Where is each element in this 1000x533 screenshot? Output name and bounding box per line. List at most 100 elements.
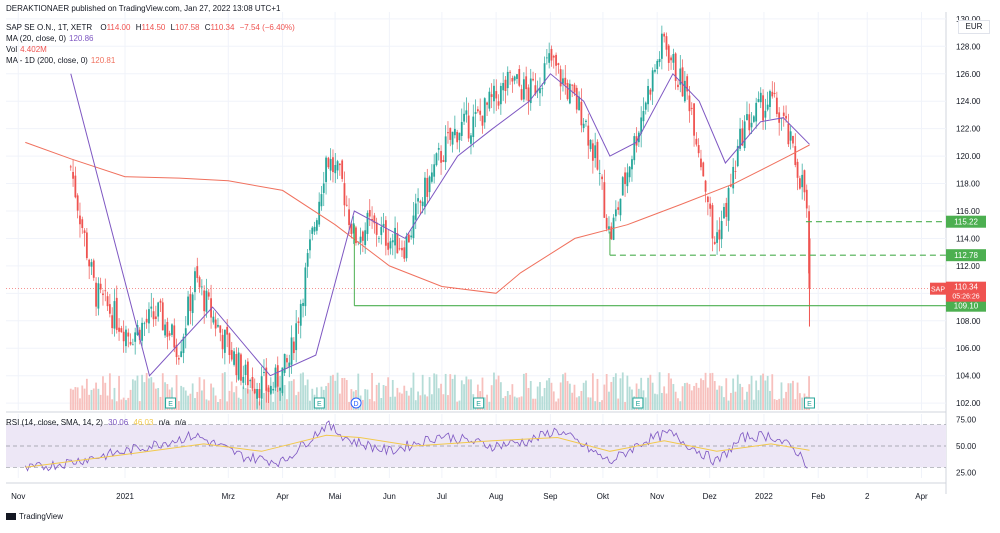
low-value: 107.58 <box>175 23 200 32</box>
volume-legend[interactable]: Vol 4.402M <box>6 44 47 55</box>
candle-body <box>292 341 295 354</box>
volume-bar <box>739 383 741 410</box>
candle-body <box>796 161 799 178</box>
volume-bar <box>205 399 208 410</box>
ma200-legend[interactable]: MA - 1D (200, close, 0) 120.81 <box>6 55 115 66</box>
volume-bar <box>612 376 615 410</box>
footer-text: TradingView <box>19 512 64 521</box>
support-level-label: 115.22 <box>954 218 978 227</box>
event-marker-label: E <box>636 401 641 408</box>
volume-bar <box>373 401 376 410</box>
volume-bar <box>187 395 189 410</box>
last-price-label: 110.34 <box>954 283 978 292</box>
volume-bar <box>219 399 222 410</box>
candle-body <box>658 58 661 63</box>
candle-body <box>463 113 465 122</box>
candle-body <box>88 259 91 267</box>
volume-bar <box>403 385 406 410</box>
candle-body <box>304 267 307 307</box>
volume-bar <box>97 388 100 410</box>
candle-body <box>474 111 477 114</box>
tradingview-logo-icon <box>6 513 16 521</box>
candle-body <box>773 92 776 95</box>
volume-bar <box>467 379 470 410</box>
candle-body <box>205 290 208 312</box>
volume-bar <box>518 397 521 410</box>
time-tick-label: Dez <box>703 492 717 501</box>
volume-bar <box>182 387 185 410</box>
volume-bar <box>366 389 369 410</box>
volume-bar <box>223 372 226 410</box>
volume-bar <box>626 375 629 410</box>
price-tick-label: 104.00 <box>956 372 981 381</box>
volume-bar <box>325 386 327 410</box>
candle-body <box>667 45 670 63</box>
volume-bar <box>568 383 571 410</box>
candle-body <box>171 324 173 335</box>
price-tick-label: 102.00 <box>956 399 981 408</box>
candle-body <box>601 176 603 180</box>
volume-bar <box>198 377 201 410</box>
volume-bar <box>775 399 778 410</box>
time-tick-label: Nov <box>650 492 664 501</box>
candle-body <box>755 102 758 122</box>
candle-body <box>198 277 201 288</box>
volume-bar <box>619 378 622 410</box>
candle-body <box>157 302 160 317</box>
low-label: L <box>170 23 176 32</box>
candle-body <box>647 85 649 105</box>
candle-body <box>122 331 125 342</box>
volume-bar <box>83 388 86 410</box>
candle-body <box>253 388 256 394</box>
candle-body <box>683 80 686 102</box>
volume-bar <box>495 379 498 410</box>
volume-bar <box>394 396 396 410</box>
candle-body <box>504 79 507 92</box>
candle-body <box>746 114 748 121</box>
candle-body <box>83 230 86 233</box>
currency-button[interactable]: EUR <box>958 20 990 34</box>
candle-body <box>263 372 265 373</box>
candle-body <box>384 220 387 246</box>
volume-bar <box>771 374 774 410</box>
volume-bar <box>148 378 150 410</box>
symbol-label[interactable]: SAP SE O.N., 1T, XETR <box>6 23 93 32</box>
candle-body <box>589 139 592 150</box>
volume-bar <box>166 384 169 410</box>
candle-body <box>166 321 169 337</box>
volume-bar <box>552 391 555 410</box>
volume-bar <box>614 373 617 410</box>
volume-bar <box>90 389 93 410</box>
candle-body <box>564 77 567 85</box>
candle-body <box>497 101 500 106</box>
candle-body <box>479 110 482 115</box>
candle-body <box>467 115 470 139</box>
volume-bar <box>798 393 801 410</box>
volume-bar <box>150 377 153 410</box>
volume-bar <box>573 384 576 410</box>
candle-body <box>150 306 153 309</box>
volume-bar <box>161 373 164 410</box>
ma20-legend[interactable]: MA (20, close, 0) 120.86 <box>6 33 94 44</box>
candle-body <box>764 110 767 118</box>
candle-body <box>221 334 224 350</box>
rsi-legend[interactable]: RSI (14, close, SMA, 14, 2) 30.06 46.03 … <box>6 417 186 428</box>
volume-bar <box>242 386 245 410</box>
rsi-sma-line <box>25 434 810 468</box>
candle-body <box>594 145 597 159</box>
price-tick-label: 130.00 <box>956 15 981 24</box>
support-level-label: 112.78 <box>954 251 978 260</box>
candle-body <box>318 201 321 225</box>
candle-body <box>428 176 431 193</box>
volume-bar <box>663 386 666 410</box>
candle-body <box>189 294 192 312</box>
candle-body <box>115 297 118 330</box>
candle-body <box>706 196 709 203</box>
volume-bar <box>88 394 91 410</box>
volume-bar <box>221 373 224 410</box>
volume-bar <box>440 383 442 410</box>
candle-body <box>269 385 272 394</box>
candle-body <box>513 76 516 81</box>
